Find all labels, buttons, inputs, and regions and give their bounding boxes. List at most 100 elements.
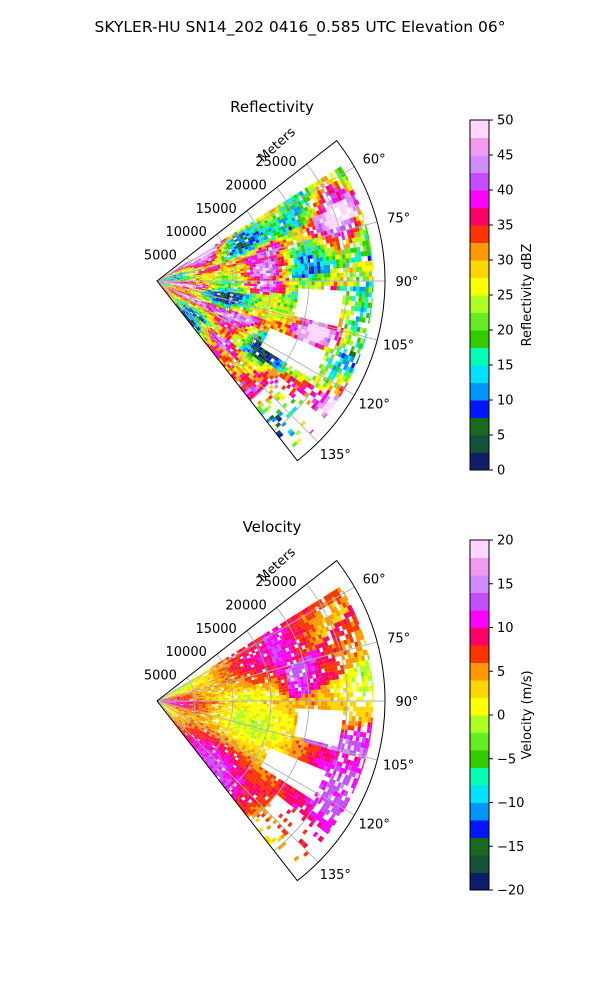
angle-gridline — [156, 700, 355, 816]
radar-field — [159, 586, 374, 862]
colorbar-tick-label: 10 — [497, 621, 514, 636]
colorbar: −20 −15 −10 −5 0 5 10 15 20 Velocity (m/s) — [469, 534, 535, 899]
angle-tick-label: 75° — [387, 212, 410, 227]
colorbar-tick-label: −15 — [497, 840, 524, 855]
colorbar-tick-label: 15 — [497, 577, 514, 592]
colorbar-segment — [470, 575, 489, 593]
colorbar-segment — [470, 767, 489, 786]
angle-gridline — [156, 280, 355, 396]
colorbar-segment — [470, 260, 489, 278]
colorbar-segment — [470, 715, 489, 733]
colorbar-segment — [470, 837, 489, 856]
angle-gridline — [156, 586, 355, 702]
range-ring — [273, 163, 348, 432]
colorbar-segment — [470, 732, 489, 751]
colorbar-segment — [470, 802, 489, 821]
range-ring — [226, 210, 272, 372]
colorbar-segment — [470, 190, 489, 208]
angle-tick-label: 135° — [320, 868, 351, 883]
angle-gridline — [156, 280, 378, 341]
polar-grid — [156, 583, 385, 863]
colorbar-segment — [470, 610, 489, 628]
colorbar-segment — [470, 820, 489, 838]
colorbar-label: Velocity (m/s) — [520, 670, 535, 759]
colorbar-tick-label: 40 — [497, 184, 514, 199]
colorbar-tick-label: 10 — [497, 394, 514, 409]
colorbar-segment — [470, 155, 489, 173]
angle-tick-label: 75° — [387, 632, 410, 647]
angle-tick-label: 60° — [363, 573, 386, 588]
colorbar-tick-label: 45 — [497, 149, 514, 164]
angle-tick-label: 60° — [363, 153, 386, 168]
angle-tick-label: 105° — [383, 338, 414, 353]
radial-tick-label: 15000 — [195, 622, 236, 637]
colorbar-segment — [470, 417, 489, 436]
colorbar-segment — [470, 347, 489, 366]
colorbar-segment — [470, 225, 489, 243]
polar-frame — [156, 559, 386, 882]
range-ring — [226, 630, 272, 792]
colorbar-tick-label: 5 — [497, 429, 505, 444]
angle-gridline — [156, 700, 319, 863]
polar-frame — [156, 139, 386, 462]
axis-title: Velocity — [243, 518, 302, 536]
colorbar-segment — [470, 592, 489, 611]
colorbar-tick-label: 0 — [497, 709, 505, 724]
radial-tick-label: 25000 — [255, 575, 296, 590]
velocity-panel: Velocity 60° 75° 90° 105° 120° 135° 5000 10000 15… — [144, 518, 535, 899]
angle-gridline — [156, 700, 378, 761]
radial-tick-label: 25000 — [255, 155, 296, 170]
radial-tick-label: 5000 — [144, 249, 177, 264]
reflectivity-panel: Reflectivity60°75°90°105°120°135°5000100… — [144, 98, 535, 479]
colorbar-segment — [470, 277, 489, 296]
range-ring — [250, 607, 310, 822]
colorbar-segment — [470, 557, 489, 576]
radial-tick-label: 15000 — [195, 202, 236, 217]
colorbar-segment — [470, 382, 489, 401]
range-ring — [203, 653, 234, 762]
angle-gridline — [156, 280, 319, 443]
colorbar-segment — [470, 137, 489, 156]
colorbar-tick-label: 50 — [497, 114, 514, 129]
range-ring — [250, 187, 310, 402]
colorbar-segment — [470, 855, 489, 873]
colorbar: 0 5 10 15 20 25 30 35 40 45 50 Reflectivity dBZ — [469, 114, 535, 479]
colorbar-segment — [470, 435, 489, 453]
polar-grid — [156, 163, 385, 443]
angle-tick-label: 120° — [359, 818, 390, 833]
colorbar-tick-label: −20 — [497, 884, 524, 899]
colorbar-segment — [470, 645, 489, 663]
angle-gridline — [156, 221, 378, 282]
colorbar-segment — [470, 312, 489, 331]
colorbar-segment — [470, 662, 489, 681]
colorbar-tick-label: 20 — [497, 324, 514, 339]
colorbar-tick-label: 5 — [497, 665, 505, 680]
colorbar-tick-label: −10 — [497, 796, 524, 811]
radar-field — [159, 165, 374, 448]
colorbar-segment — [470, 697, 489, 716]
colorbar-segment — [470, 452, 489, 471]
colorbar-tick-label: 15 — [497, 359, 514, 374]
axis-title: Reflectivity — [230, 98, 314, 116]
colorbar-segment — [470, 750, 489, 768]
colorbar-label: Reflectivity dBZ — [520, 244, 535, 347]
colorbar-segment — [470, 680, 489, 698]
colorbar-tick-label: 20 — [497, 534, 514, 549]
angle-gridline — [156, 166, 355, 282]
colorbar-segment — [470, 365, 489, 383]
range-ring — [203, 233, 234, 342]
colorbar-tick-label: 35 — [497, 219, 514, 234]
colorbar-segment — [470, 172, 489, 191]
colorbar-segment — [470, 330, 489, 348]
colorbar-segment — [470, 627, 489, 646]
angle-gridline — [156, 641, 378, 702]
colorbar-segment — [470, 242, 489, 261]
radial-tick-label: 10000 — [166, 225, 207, 240]
figure-title: SKYLER-HU SN14_202 0416_0.585 UTC Elevat… — [95, 18, 506, 37]
colorbar-segment — [470, 872, 489, 891]
colorbar-segment — [470, 540, 489, 558]
colorbar-segment — [470, 785, 489, 803]
radial-tick-label: 10000 — [166, 645, 207, 660]
colorbar-tick-label: 25 — [497, 289, 514, 304]
radial-tick-label: 20000 — [225, 178, 266, 193]
